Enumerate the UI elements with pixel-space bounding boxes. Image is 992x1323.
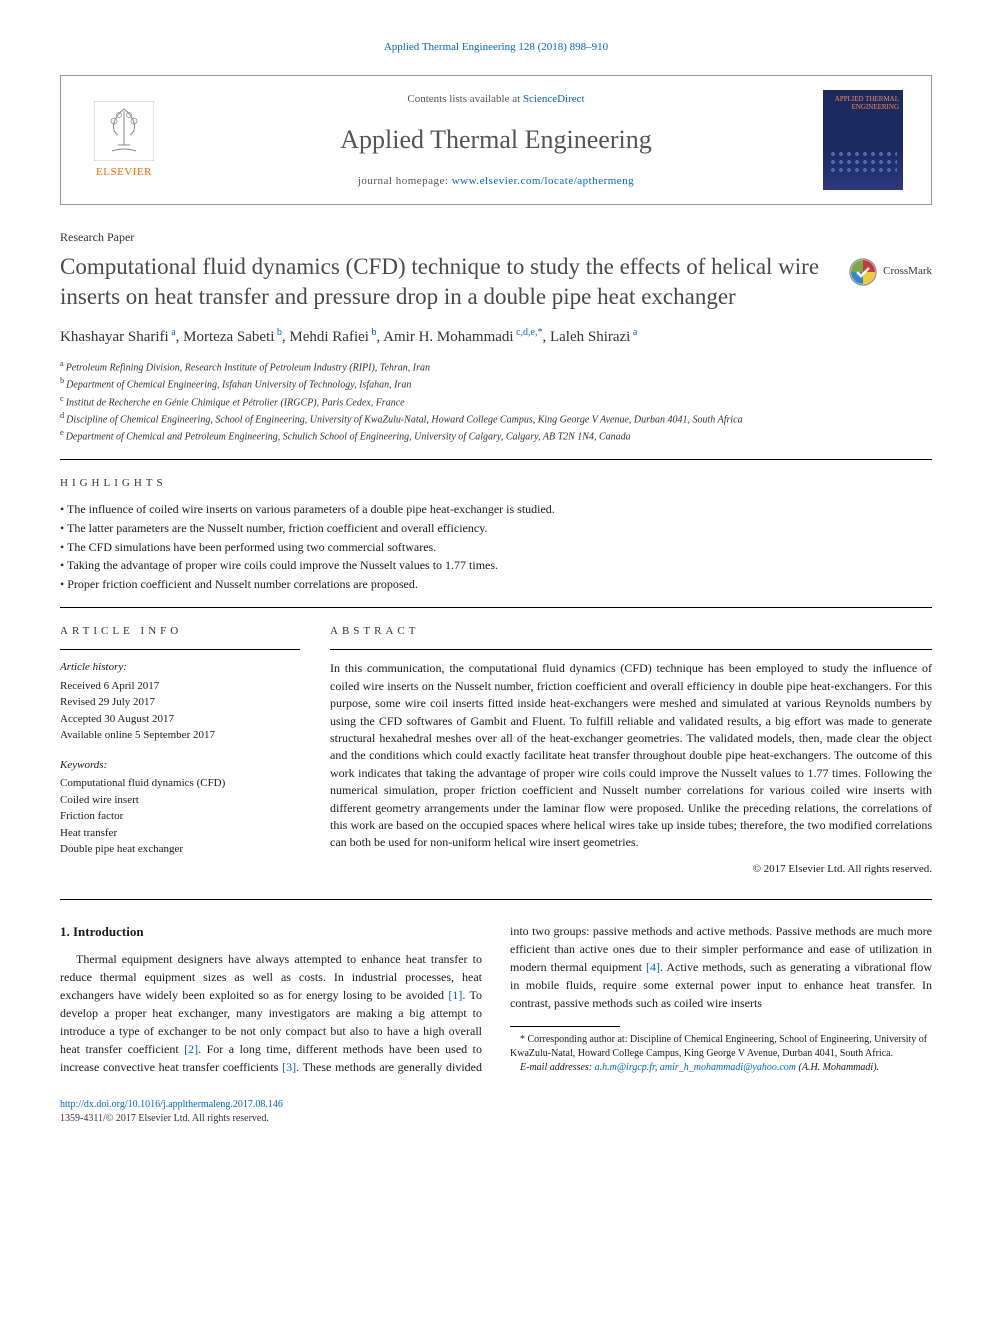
affiliation-item: aPetroleum Refining Division, Research I… [60, 358, 932, 375]
homepage-link[interactable]: www.elsevier.com/locate/apthermeng [452, 175, 634, 187]
publisher-logo: ELSEVIER [79, 101, 169, 180]
author-aff-sup: a [169, 327, 176, 338]
highlight-item: Taking the advantage of proper wire coil… [60, 557, 932, 574]
sciencedirect-link[interactable]: ScienceDirect [523, 93, 585, 105]
affiliation-item: dDiscipline of Chemical Engineering, Sch… [60, 410, 932, 427]
keywords-heading: Keywords: [60, 758, 300, 773]
article-info-heading: ARTICLE INFO [60, 624, 300, 639]
author-aff-sup: b [274, 327, 282, 338]
highlights-heading: HIGHLIGHTS [60, 476, 932, 491]
cover-title: APPLIED THERMAL ENGINEERING [827, 96, 899, 111]
abstract-heading: ABSTRACT [330, 624, 932, 639]
footnote-block: * Corresponding author at: Discipline of… [510, 1033, 932, 1075]
citation-link-1[interactable]: [1] [448, 988, 462, 1002]
abstract-column: ABSTRACT In this communication, the comp… [330, 624, 932, 877]
article-info-column: ARTICLE INFO Article history: Received 6… [60, 624, 300, 877]
body-separator [60, 899, 932, 900]
info-abstract-row: ARTICLE INFO Article history: Received 6… [60, 624, 932, 877]
issn-copyright: 1359-4311/© 2017 Elsevier Ltd. All right… [60, 1113, 269, 1124]
journal-cover-thumbnail: APPLIED THERMAL ENGINEERING [823, 90, 903, 190]
history-item: Accepted 30 August 2017 [60, 711, 300, 728]
separator [60, 459, 932, 460]
contents-prefix: Contents lists available at [407, 93, 522, 105]
journal-header-box: ELSEVIER Contents lists available at Sci… [60, 75, 932, 205]
highlights-list: The influence of coiled wire inserts on … [60, 501, 932, 593]
highlight-item: The influence of coiled wire inserts on … [60, 501, 932, 518]
history-list: Received 6 April 2017Revised 29 July 201… [60, 678, 300, 744]
paper-type-label: Research Paper [60, 229, 932, 246]
doi-link[interactable]: http://dx.doi.org/10.1016/j.applthermale… [60, 1099, 283, 1110]
author-name[interactable]: Amir H. Mohammadi [383, 329, 513, 345]
highlights-block: The influence of coiled wire inserts on … [60, 501, 932, 593]
crossmark-badge[interactable]: CrossMark [849, 252, 932, 286]
cover-pattern [829, 150, 897, 172]
author-aff-sup: b [369, 327, 377, 338]
keyword-item: Friction factor [60, 808, 300, 825]
intro-text: Thermal equipment designers have always … [60, 952, 482, 1002]
journal-reference: Applied Thermal Engineering 128 (2018) 8… [60, 40, 932, 55]
history-heading: Article history: [60, 660, 300, 675]
highlight-item: The CFD simulations have been performed … [60, 539, 932, 556]
affiliation-item: bDepartment of Chemical Engineering, Isf… [60, 375, 932, 392]
journal-homepage: journal homepage: www.elsevier.com/locat… [185, 174, 807, 189]
highlight-item: Proper friction coefficient and Nusselt … [60, 576, 932, 593]
elsevier-tree-icon [94, 101, 154, 161]
author-aff-sup: a [630, 327, 637, 338]
journal-title: Applied Thermal Engineering [185, 122, 807, 158]
author-name[interactable]: Khashayar Sharifi [60, 329, 169, 345]
affiliation-item: eDepartment of Chemical and Petroleum En… [60, 427, 932, 444]
history-item: Available online 5 September 2017 [60, 727, 300, 744]
crossmark-text: CrossMark [883, 264, 932, 279]
highlight-item: The latter parameters are the Nusselt nu… [60, 520, 932, 537]
corresponding-author-note: * Corresponding author at: Discipline of… [510, 1033, 932, 1061]
publisher-name: ELSEVIER [79, 165, 169, 180]
crossmark-icon [849, 258, 877, 286]
keyword-item: Coiled wire insert [60, 792, 300, 809]
separator [60, 607, 932, 608]
affiliation-item: cInstitut de Recherche en Génie Chimique… [60, 393, 932, 410]
email-link-2[interactable]: amir_h_mohammadi@yahoo.com [660, 1062, 796, 1073]
homepage-prefix: journal homepage: [358, 175, 452, 187]
author-name[interactable]: Morteza Sabeti [183, 329, 274, 345]
abstract-copyright: © 2017 Elsevier Ltd. All rights reserved… [330, 862, 932, 877]
email-label: E-mail addresses: [520, 1062, 592, 1073]
page-footer: http://dx.doi.org/10.1016/j.applthermale… [60, 1098, 932, 1126]
introduction-heading: 1. Introduction [60, 922, 482, 942]
keyword-item: Heat transfer [60, 825, 300, 842]
author-aff-sup: c,d,e,* [514, 327, 543, 338]
citation-link-2[interactable]: [2] [184, 1042, 198, 1056]
citation-link-3[interactable]: [3] [282, 1060, 296, 1074]
affiliation-list: aPetroleum Refining Division, Research I… [60, 358, 932, 445]
email-person: (A.H. Mohammadi). [796, 1062, 879, 1073]
contents-list-line: Contents lists available at ScienceDirec… [185, 92, 807, 107]
history-item: Received 6 April 2017 [60, 678, 300, 695]
keywords-list: Computational fluid dynamics (CFD)Coiled… [60, 775, 300, 858]
email-link-1[interactable]: a.h.m@irgcp.fr [595, 1062, 655, 1073]
history-item: Revised 29 July 2017 [60, 694, 300, 711]
abstract-text: In this communication, the computational… [330, 660, 932, 851]
email-line: E-mail addresses: a.h.m@irgcp.fr, amir_h… [510, 1061, 932, 1075]
keyword-item: Double pipe heat exchanger [60, 841, 300, 858]
citation-link-4[interactable]: [4] [646, 960, 660, 974]
body-two-column: 1. Introduction Thermal equipment design… [60, 922, 932, 1076]
keyword-item: Computational fluid dynamics (CFD) [60, 775, 300, 792]
footnote-separator [510, 1026, 620, 1027]
article-title: Computational fluid dynamics (CFD) techn… [60, 252, 833, 312]
author-list: Khashayar Sharifi a, Morteza Sabeti b, M… [60, 326, 932, 348]
author-name[interactable]: Mehdi Rafiei [289, 329, 369, 345]
author-name[interactable]: Laleh Shirazi [550, 329, 630, 345]
